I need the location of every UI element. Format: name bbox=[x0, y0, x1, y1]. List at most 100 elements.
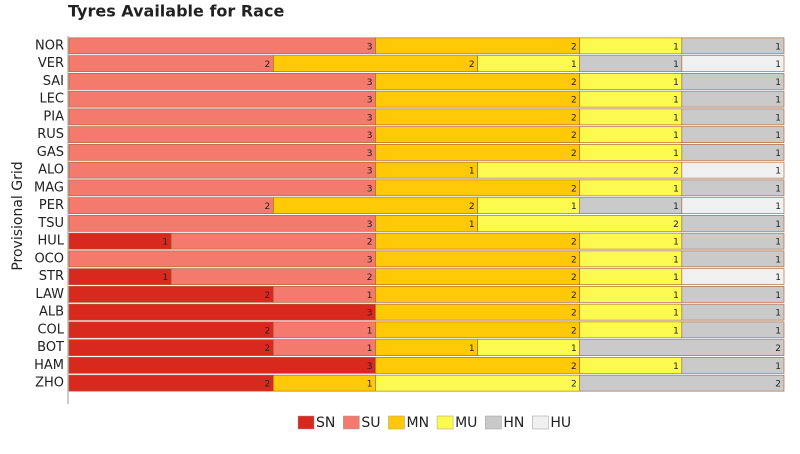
legend-label: HU bbox=[550, 415, 571, 431]
y-tick-label: PER bbox=[39, 198, 64, 213]
bar-segment bbox=[68, 268, 172, 285]
data-label: 2 bbox=[571, 78, 577, 88]
data-label: 1 bbox=[673, 42, 679, 52]
bar-segment bbox=[68, 108, 376, 126]
bar-segment bbox=[68, 339, 274, 356]
legend-swatch bbox=[343, 415, 360, 430]
data-label: 2 bbox=[775, 344, 781, 354]
data-label: 1 bbox=[775, 255, 781, 265]
bar-segment bbox=[579, 197, 683, 214]
bar-segment bbox=[477, 215, 683, 232]
data-label: 1 bbox=[775, 220, 781, 230]
y-tick-label: HUL bbox=[37, 234, 64, 249]
bar-segment bbox=[579, 286, 683, 303]
y-tick-label: TSU bbox=[37, 216, 64, 231]
data-label: 1 bbox=[162, 273, 168, 283]
bar-segment bbox=[579, 339, 785, 356]
data-label: 2 bbox=[571, 96, 577, 106]
data-label: 2 bbox=[469, 60, 475, 70]
data-label: 2 bbox=[571, 238, 577, 248]
data-label: 3 bbox=[367, 42, 373, 52]
bar-segment bbox=[68, 250, 376, 268]
data-label: 2 bbox=[571, 131, 577, 141]
bar-segment bbox=[375, 179, 581, 197]
bar-segment bbox=[375, 250, 581, 268]
y-tick-label: ZHO bbox=[35, 376, 64, 391]
bar-segment bbox=[579, 321, 683, 339]
data-label: 3 bbox=[367, 131, 373, 141]
bar-segment bbox=[681, 179, 785, 197]
bar-segment bbox=[579, 144, 683, 161]
data-label: 1 bbox=[673, 202, 679, 212]
data-label: 2 bbox=[775, 380, 781, 390]
bar-segment bbox=[68, 37, 376, 55]
y-tick-label: LEC bbox=[39, 92, 64, 107]
data-label: 2 bbox=[571, 309, 577, 319]
bar-segment bbox=[477, 197, 581, 214]
data-label: 1 bbox=[673, 131, 679, 141]
data-label: 1 bbox=[673, 184, 679, 194]
data-label: 1 bbox=[367, 344, 373, 354]
data-label: 1 bbox=[673, 255, 679, 265]
bar-segment bbox=[681, 357, 785, 374]
bar-segment bbox=[68, 161, 376, 179]
y-tick-label: SAI bbox=[43, 74, 64, 89]
bar-segment bbox=[68, 179, 376, 197]
bar-segment bbox=[68, 321, 274, 339]
bar-segment bbox=[579, 73, 683, 90]
data-label: 1 bbox=[775, 131, 781, 141]
legend-label: HN bbox=[503, 415, 524, 431]
legend-swatch bbox=[297, 415, 315, 430]
data-label: 1 bbox=[469, 344, 475, 354]
data-label: 2 bbox=[571, 42, 577, 52]
bar-segment bbox=[681, 73, 785, 90]
data-label: 1 bbox=[571, 202, 577, 212]
bar-segment bbox=[375, 232, 581, 250]
legend-label: MU bbox=[455, 415, 477, 431]
data-label: 1 bbox=[673, 96, 679, 106]
bar-segment bbox=[579, 90, 683, 108]
bar-segment bbox=[579, 268, 683, 285]
bar-segment bbox=[579, 232, 683, 250]
bar-segment bbox=[375, 268, 581, 285]
data-label: 2 bbox=[571, 149, 577, 159]
y-tick-label: BOT bbox=[37, 340, 64, 355]
bar-segment bbox=[68, 374, 274, 392]
bar-segment bbox=[681, 108, 785, 126]
bar-segment bbox=[68, 55, 274, 72]
bar-segment bbox=[68, 303, 376, 321]
data-label: 2 bbox=[571, 362, 577, 372]
data-label: 1 bbox=[162, 238, 168, 248]
data-label: 1 bbox=[673, 238, 679, 248]
data-label: 1 bbox=[775, 60, 781, 70]
y-tick-label: COL bbox=[37, 322, 64, 337]
data-label: 2 bbox=[265, 326, 271, 336]
bar-segment bbox=[681, 215, 785, 232]
legend-swatch bbox=[485, 415, 502, 430]
y-tick-label: PIA bbox=[43, 109, 64, 124]
data-label: 2 bbox=[571, 113, 577, 123]
bar-segment bbox=[681, 250, 785, 268]
data-label: 2 bbox=[265, 344, 271, 354]
data-label: 1 bbox=[775, 42, 781, 52]
data-label: 2 bbox=[571, 326, 577, 336]
legend-label: SU bbox=[361, 415, 380, 431]
data-label: 1 bbox=[775, 326, 781, 336]
bar-segment bbox=[579, 303, 683, 321]
data-label: 1 bbox=[673, 326, 679, 336]
y-tick-label: STR bbox=[39, 269, 64, 284]
legend-swatch bbox=[532, 415, 549, 430]
data-label: 3 bbox=[367, 309, 373, 319]
data-label: 1 bbox=[673, 60, 679, 70]
data-label: 1 bbox=[673, 309, 679, 319]
bar-segment bbox=[68, 197, 274, 214]
data-label: 1 bbox=[775, 78, 781, 88]
data-label: 1 bbox=[775, 96, 781, 106]
chart-title: Tyres Available for Race bbox=[68, 2, 284, 21]
bar-segment bbox=[681, 197, 785, 214]
y-tick-label: NOR bbox=[35, 38, 64, 53]
data-label: 1 bbox=[571, 60, 577, 70]
bar-segment bbox=[681, 303, 785, 321]
bar-segment bbox=[272, 197, 478, 214]
